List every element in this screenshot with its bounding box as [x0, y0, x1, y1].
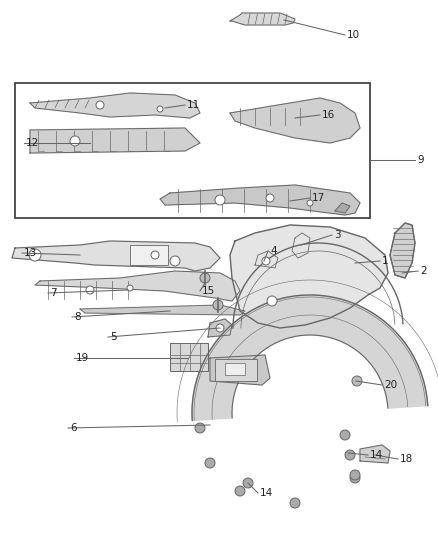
Polygon shape: [230, 13, 295, 25]
Circle shape: [213, 300, 223, 310]
Circle shape: [216, 324, 224, 332]
Polygon shape: [230, 98, 360, 143]
Circle shape: [157, 106, 163, 112]
Bar: [170, 343, 208, 371]
Text: 12: 12: [26, 138, 39, 148]
Polygon shape: [210, 355, 270, 385]
Circle shape: [29, 249, 41, 261]
Polygon shape: [30, 93, 200, 118]
Circle shape: [195, 423, 205, 433]
Circle shape: [262, 257, 270, 265]
Circle shape: [266, 194, 274, 202]
Text: 3: 3: [334, 230, 341, 240]
Text: 18: 18: [400, 454, 413, 464]
Circle shape: [290, 498, 300, 508]
Text: 19: 19: [76, 353, 89, 363]
Circle shape: [350, 470, 360, 480]
Circle shape: [205, 458, 215, 468]
Polygon shape: [335, 203, 350, 213]
Circle shape: [127, 285, 133, 291]
Text: 2: 2: [420, 266, 427, 276]
Polygon shape: [230, 225, 388, 328]
Circle shape: [345, 450, 355, 460]
Circle shape: [70, 136, 80, 146]
Text: 11: 11: [187, 100, 200, 110]
Circle shape: [200, 273, 210, 283]
Circle shape: [352, 376, 362, 386]
Text: 14: 14: [260, 488, 273, 498]
Polygon shape: [292, 233, 310, 258]
Text: 7: 7: [50, 288, 57, 298]
Circle shape: [151, 251, 159, 259]
Polygon shape: [30, 128, 200, 153]
Polygon shape: [390, 223, 415, 278]
Text: 16: 16: [322, 110, 335, 120]
Text: 10: 10: [347, 30, 360, 40]
Text: 17: 17: [312, 193, 325, 203]
Circle shape: [235, 486, 245, 496]
Text: 6: 6: [70, 423, 77, 433]
Bar: [15, 83, 370, 218]
Polygon shape: [80, 305, 245, 315]
Bar: [130, 245, 168, 265]
Polygon shape: [192, 295, 428, 421]
Circle shape: [170, 256, 180, 266]
Polygon shape: [208, 319, 232, 337]
Polygon shape: [160, 185, 360, 215]
Text: 4: 4: [270, 246, 277, 256]
Circle shape: [215, 195, 225, 205]
Text: 9: 9: [417, 155, 424, 165]
Bar: [215, 359, 257, 381]
Circle shape: [86, 286, 94, 294]
Text: 8: 8: [74, 312, 81, 322]
Polygon shape: [360, 445, 390, 463]
Text: 13: 13: [24, 248, 37, 258]
Polygon shape: [12, 241, 220, 271]
Bar: [225, 363, 245, 375]
Text: 15: 15: [202, 286, 215, 296]
Text: 1: 1: [382, 256, 389, 266]
Circle shape: [267, 296, 277, 306]
Text: 20: 20: [384, 380, 397, 390]
Circle shape: [307, 200, 313, 206]
Polygon shape: [255, 251, 278, 268]
Circle shape: [96, 101, 104, 109]
Circle shape: [340, 430, 350, 440]
Text: 5: 5: [110, 332, 117, 342]
Circle shape: [243, 478, 253, 488]
Text: 14: 14: [370, 450, 383, 460]
Circle shape: [350, 473, 360, 483]
Polygon shape: [35, 271, 240, 301]
